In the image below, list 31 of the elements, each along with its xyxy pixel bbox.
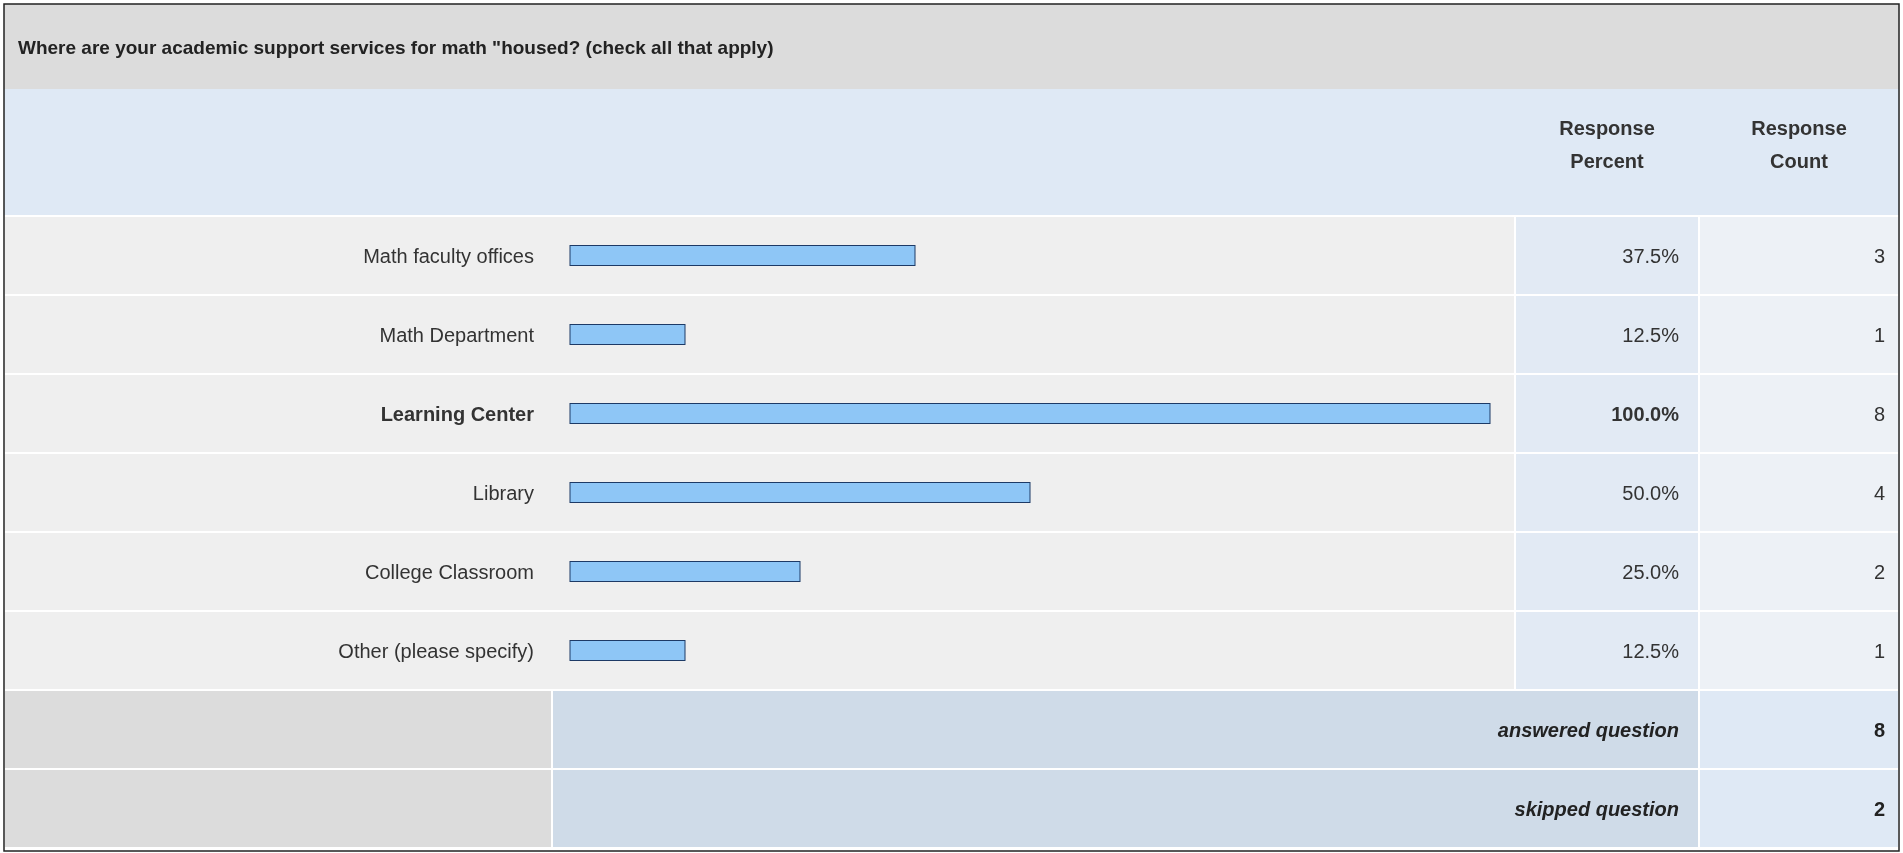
text: Where are your academic support services for math "housed? (check all that apply) (18, 36, 774, 58)
text: 1 (1873, 323, 1885, 346)
bar (569, 324, 686, 345)
text: Response Count (1751, 117, 1847, 172)
y-tick-label: Math faculty offices (363, 244, 534, 267)
y-tick-label: Library (472, 481, 534, 504)
text: 8 (1873, 718, 1885, 741)
bar (569, 403, 1491, 424)
text: 4 (1873, 481, 1885, 504)
text: Response Percent (1559, 117, 1655, 172)
y-tick-label: Math Department (379, 323, 535, 346)
text: 3 (1873, 244, 1885, 267)
y-tick-label: College Classroom (365, 560, 534, 583)
data-label: 50.0% (1622, 481, 1680, 504)
bar (569, 561, 801, 582)
bar (569, 245, 916, 266)
data-label: 25.0% (1622, 560, 1680, 583)
data-label: 37.5% (1622, 244, 1680, 267)
text: answered question (1497, 718, 1679, 741)
y-tick-label: Learning Center (380, 402, 535, 425)
data-label: 100.0% (1611, 402, 1680, 425)
data-label: 12.5% (1622, 323, 1680, 346)
data-label: 12.5% (1622, 639, 1680, 662)
bar (569, 482, 1031, 503)
text: 1 (1873, 639, 1885, 662)
text: skipped question (1514, 797, 1679, 820)
text: 8 (1873, 402, 1885, 425)
bar (569, 640, 686, 661)
text: 2 (1873, 797, 1885, 820)
y-tick-label: Other (please specify) (338, 639, 534, 662)
text: 2 (1873, 560, 1885, 583)
